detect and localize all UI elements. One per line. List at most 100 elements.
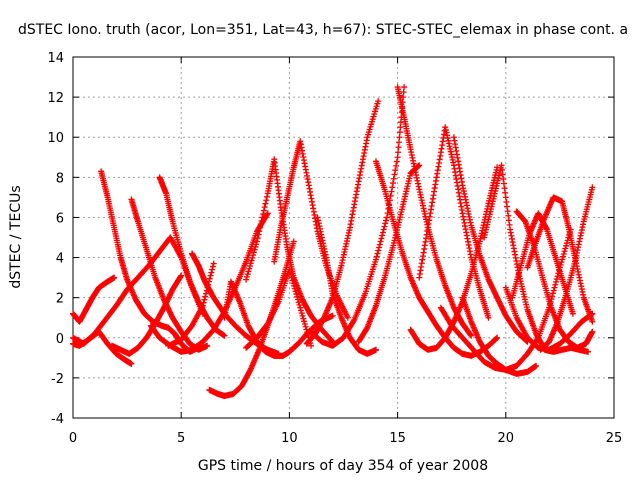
- data-point: [263, 193, 270, 200]
- series-23: [450, 134, 531, 345]
- data-point: [289, 277, 296, 284]
- data-point: [389, 180, 396, 187]
- data-point: [290, 280, 297, 287]
- data-point: [382, 220, 389, 227]
- data-point: [401, 84, 408, 91]
- series-30: [537, 184, 596, 353]
- data-point: [208, 269, 215, 276]
- data-point: [297, 304, 304, 311]
- plot-frame: [72, 56, 615, 419]
- x-tick-label: 0: [69, 431, 77, 446]
- series-0: [70, 234, 206, 347]
- data-point: [246, 265, 253, 272]
- y-tick-label: -4: [51, 412, 64, 427]
- y-tick-label: 10: [47, 131, 64, 146]
- data-point: [372, 346, 379, 353]
- data-point: [255, 231, 262, 238]
- data-point: [384, 210, 391, 217]
- data-point: [244, 271, 251, 278]
- data-point: [553, 276, 560, 283]
- data-point: [379, 232, 386, 239]
- data-point: [259, 214, 266, 221]
- data-point: [291, 285, 298, 292]
- data-point: [299, 312, 306, 319]
- series-14: [243, 266, 315, 351]
- data-point: [243, 276, 250, 283]
- data-point: [250, 252, 257, 259]
- data-point: [350, 318, 357, 325]
- data-point: [393, 158, 400, 165]
- data-point: [257, 221, 264, 228]
- series-9: [165, 260, 217, 349]
- data-point: [288, 274, 295, 281]
- data-point: [206, 278, 213, 285]
- data-point: [286, 266, 293, 273]
- data-point: [301, 321, 308, 328]
- data-point: [300, 315, 307, 322]
- data-point: [251, 246, 258, 253]
- y-tick-label: 14: [47, 51, 64, 66]
- series-13: [271, 138, 351, 321]
- data-point: [203, 287, 210, 294]
- data-point: [263, 197, 270, 204]
- data-point: [552, 281, 559, 288]
- y-tick-label: 2: [56, 292, 64, 307]
- data-point: [249, 254, 256, 261]
- data-point: [550, 287, 557, 294]
- data-point: [254, 235, 261, 242]
- data-point: [178, 272, 185, 279]
- data-point: [200, 299, 207, 306]
- data-point: [202, 290, 209, 297]
- data-point: [260, 211, 267, 218]
- y-tick-label: -2: [51, 372, 64, 387]
- data-point: [383, 214, 390, 221]
- y-tick-label: 4: [56, 252, 64, 267]
- data-point: [295, 299, 302, 306]
- y-axis-label: dSTEC / TECUs: [8, 185, 24, 288]
- data-point: [374, 250, 381, 257]
- y-tick-label: 0: [56, 332, 64, 347]
- y-tick-label: 8: [56, 171, 64, 186]
- series-2: [70, 274, 118, 325]
- data-point: [128, 360, 135, 367]
- data-point: [209, 266, 216, 273]
- x-tick-label: 10: [281, 431, 298, 446]
- data-point: [302, 323, 309, 330]
- data-point: [380, 226, 387, 233]
- data-point: [549, 293, 556, 300]
- data-point: [304, 331, 311, 338]
- x-tick-label: 25: [606, 431, 623, 446]
- series-5: [128, 196, 211, 353]
- data-points: [70, 84, 596, 399]
- data-point: [111, 274, 118, 281]
- data-point: [383, 217, 390, 224]
- data-point: [301, 318, 308, 325]
- data-point: [376, 241, 383, 248]
- data-point: [297, 307, 304, 314]
- data-point: [375, 247, 382, 254]
- data-point: [250, 249, 257, 256]
- data-point: [202, 293, 209, 300]
- y-tick-label: 12: [47, 91, 64, 106]
- data-point: [377, 238, 384, 245]
- data-point: [391, 171, 398, 178]
- x-axis-ticks: 0 5 10 15 20 25: [69, 57, 622, 446]
- data-point: [209, 263, 216, 270]
- data-point: [293, 291, 300, 298]
- data-point: [253, 241, 260, 248]
- data-point: [204, 342, 211, 349]
- data-point: [253, 238, 260, 245]
- data-point: [262, 200, 269, 207]
- data-point: [308, 342, 315, 349]
- data-point: [252, 243, 259, 250]
- data-point: [205, 281, 212, 288]
- data-point: [379, 229, 386, 236]
- data-point: [372, 256, 379, 263]
- data-point: [378, 235, 385, 242]
- data-point: [287, 272, 294, 279]
- data-point: [257, 224, 264, 231]
- y-axis-ticks: -4 -2 0 2 4 6 8 10 12 14: [47, 51, 614, 427]
- x-tick-label: 15: [389, 431, 406, 446]
- data-point: [206, 275, 213, 282]
